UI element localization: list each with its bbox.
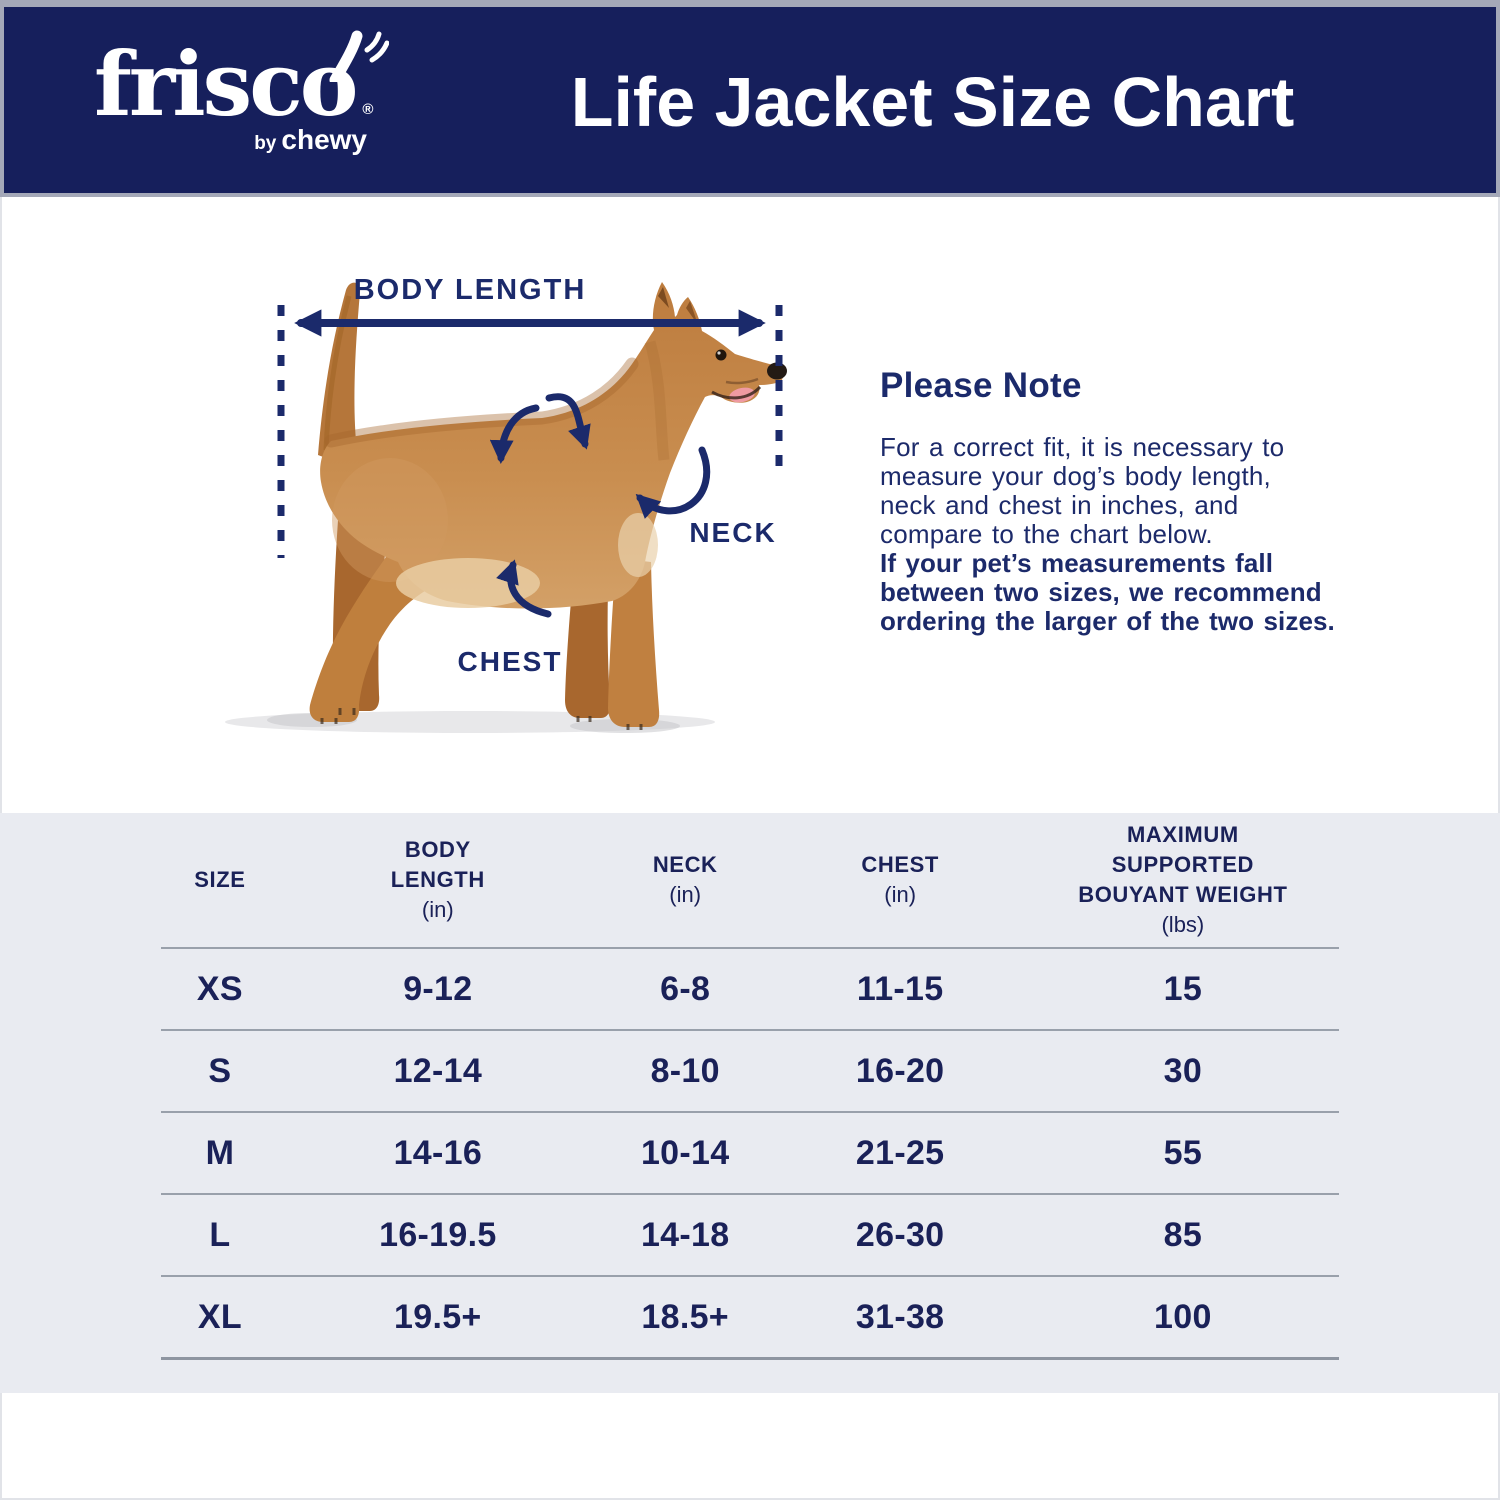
please-note-block: Please Note For a correct fit, it is nec… — [880, 366, 1350, 636]
table-row-xl: XL 19.5+ 18.5+ 31-38 100 — [161, 1275, 1339, 1360]
table-row-s: S 12-14 8-10 16-20 30 — [161, 1029, 1339, 1111]
dog-shadow — [225, 711, 715, 733]
column-header-max-weight: MAXIMUM SUPPORTED BOUYANT WEIGHT (lbs) — [1078, 822, 1288, 937]
header-banner: frisco ® by chewy Life Jacket Size Chart — [0, 0, 1500, 197]
girth-arrow-left — [489, 404, 540, 464]
column-header-body-length: BODY LENGTH (in) — [390, 837, 485, 922]
chest-label: CHEST — [457, 646, 563, 677]
note-text-line-bold: ordering the larger of the two sizes. — [880, 606, 1335, 636]
note-text-line: compare to the chart below. — [880, 519, 1213, 549]
note-text-line: measure your dog’s body length, — [880, 461, 1271, 491]
neck-arrow — [635, 446, 711, 519]
column-header-neck: NECK (in) — [652, 852, 718, 907]
table-row-m: M 14-16 10-14 21-25 55 — [161, 1111, 1339, 1193]
chest-arrow — [496, 559, 552, 618]
table-header-row: SIZE BODY LENGTH (in) NECK (in) CHEST (i… — [161, 813, 1339, 947]
note-title: Please Note — [880, 366, 1082, 405]
frisco-by-chewy-logo: frisco ® by chewy — [94, 30, 390, 157]
frisco-wordmark: frisco — [94, 31, 358, 136]
dog-eye — [715, 349, 727, 361]
note-text-line-bold: If your pet’s measurements fall — [880, 548, 1274, 578]
note-text-line: For a correct fit, it is necessary to — [880, 432, 1285, 462]
registered-mark: ® — [362, 101, 374, 119]
page-title: Life Jacket Size Chart — [570, 63, 1295, 141]
column-header-chest: CHEST (in) — [861, 852, 939, 907]
table-row-l: L 16-19.5 14-18 26-30 85 — [161, 1193, 1339, 1275]
note-text-line-bold: between two sizes, we recommend — [880, 577, 1322, 607]
tail-flourish-icon — [329, 30, 390, 82]
neck-label: NECK — [689, 517, 777, 548]
girth-arrow-right — [545, 393, 591, 450]
size-table-section: SIZE BODY LENGTH (in) NECK (in) CHEST (i… — [0, 813, 1500, 1393]
note-text-line: neck and chest in inches, and — [880, 490, 1239, 520]
body-length-label: BODY LENGTH — [353, 274, 587, 306]
dog-tongue — [729, 387, 755, 403]
column-header-size: SIZE — [194, 867, 246, 892]
by-chewy-wordmark: by chewy — [254, 124, 367, 156]
dog-nose — [767, 362, 787, 380]
size-table: SIZE BODY LENGTH (in) NECK (in) CHEST (i… — [161, 813, 1339, 1360]
table-row-xs: XS 9-12 6-8 11-15 15 — [161, 947, 1339, 1029]
